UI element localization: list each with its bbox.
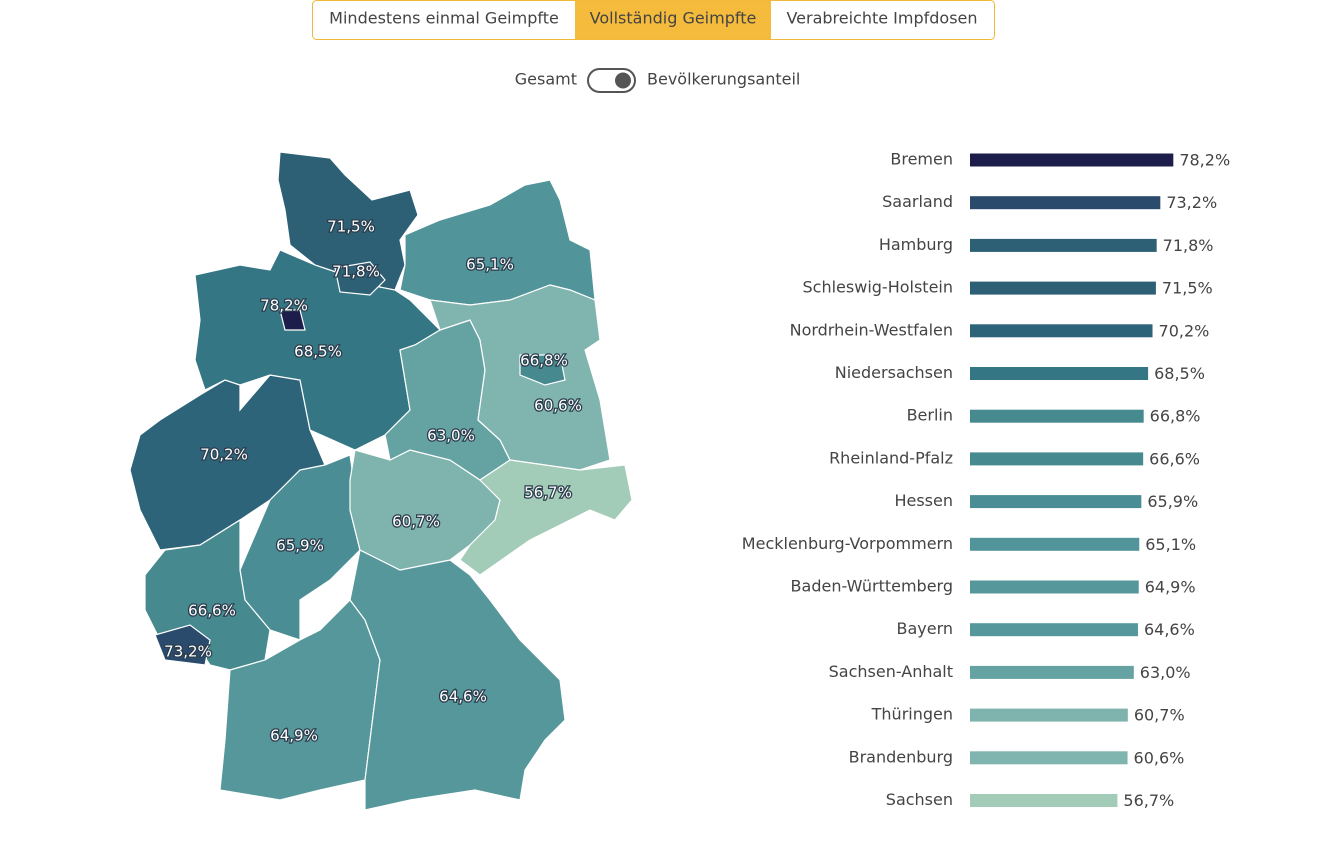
category-label: Thüringen [871,705,953,724]
map-label: 65,1% [466,256,514,274]
category-label: Rheinland-Pfalz [829,448,953,467]
map-region [429,284,611,471]
value-label: 65,1% [1145,535,1196,554]
bar [970,623,1138,637]
value-label: 70,2% [1159,321,1210,340]
map-label: 63,0% [427,427,475,445]
toggle-knob[interactable] [615,72,631,89]
category-label: Berlin [907,406,953,425]
category-label: Baden-Württemberg [791,577,953,596]
category-label: Sachsen [886,790,953,809]
bar [970,452,1144,466]
toggle[interactable]: Gesamt Bevölkerungsanteil [515,68,801,93]
map-region [399,179,596,306]
tab-bar: Mindestens einmal Geimpfte Vollständig G… [312,0,995,40]
bar [970,708,1128,722]
category-label: Mecklenburg-Vorpommern [742,534,953,553]
tab[interactable]: Mindestens einmal Geimpfte [329,9,559,28]
category-label: Niedersachsen [835,363,953,382]
value-label: 66,8% [1150,407,1201,426]
map-label: 66,6% [188,602,236,620]
bar [970,196,1161,210]
map: 70,2% 68,5% 71,5% 65,1% 65,9% 66,6% 64,9% 64,6%… [129,151,633,811]
value-label: 78,2% [1179,151,1230,170]
bar [970,580,1139,594]
map-label: 73,2% [164,643,212,661]
category-label: Saarland [882,192,953,211]
map-region [154,624,211,666]
value-label: 71,5% [1162,279,1213,298]
category-label: Bayern [896,619,953,638]
map-label: 64,6% [439,688,487,706]
value-label: 68,5% [1154,364,1205,383]
map-label: 78,2% [260,297,308,315]
map-label: 64,9% [270,727,318,745]
map-region [349,549,566,811]
map-region [334,261,386,296]
bar [970,238,1157,252]
category-label: Bremen [890,150,953,169]
map-label: 71,8% [332,263,380,281]
category-label: Sachsen-Anhalt [829,662,953,681]
category-label: Nordrhein-Westfalen [790,320,953,339]
category-label: Brandenburg [849,747,953,766]
toggle-label: Gesamt [515,70,577,89]
map-region [279,309,306,331]
category-label: Hamburg [879,235,953,254]
bar [970,537,1140,551]
toggle-label: Bevölkerungsanteil [647,70,800,89]
map-label: 71,5% [327,218,375,236]
value-label: 65,9% [1147,492,1198,511]
value-label: 63,0% [1140,663,1191,682]
bar [970,324,1153,338]
bar [970,367,1149,380]
map-label: 68,5% [294,343,342,361]
value-label: 73,2% [1166,193,1217,212]
map-region [459,459,633,576]
tab[interactable]: Verabreichte Impfdosen [786,9,977,28]
map-label: 56,7% [524,484,572,502]
bar [970,281,1156,295]
category-label: Schleswig-Holstein [803,278,953,297]
bar [970,665,1134,679]
value-label: 71,8% [1163,236,1214,255]
value-label: 66,6% [1149,449,1200,468]
value-label: 60,7% [1134,706,1185,725]
bar [970,153,1174,167]
category-label: Hessen [894,491,953,510]
value-label: 60,6% [1134,748,1185,767]
active-tab-bg [575,0,771,40]
bar [970,409,1144,423]
bar [970,751,1128,765]
value-label: 64,6% [1144,620,1195,639]
map-label: 60,7% [392,513,440,531]
map-label: 66,8% [520,352,568,370]
map-label: 65,9% [276,537,324,555]
bar [970,495,1142,509]
map-label: 60,6% [534,397,582,415]
map-region [277,151,419,291]
bar [970,794,1118,807]
map-label: 70,2% [200,446,248,464]
bar-chart: Bremen 78,2% Saarland 73,2% Hamburg 71,8% Schl… [742,150,1230,811]
tab[interactable]: Vollständig Geimpfte [590,9,757,28]
map-region [519,354,566,386]
value-label: 56,7% [1123,791,1174,810]
value-label: 64,9% [1145,578,1196,597]
